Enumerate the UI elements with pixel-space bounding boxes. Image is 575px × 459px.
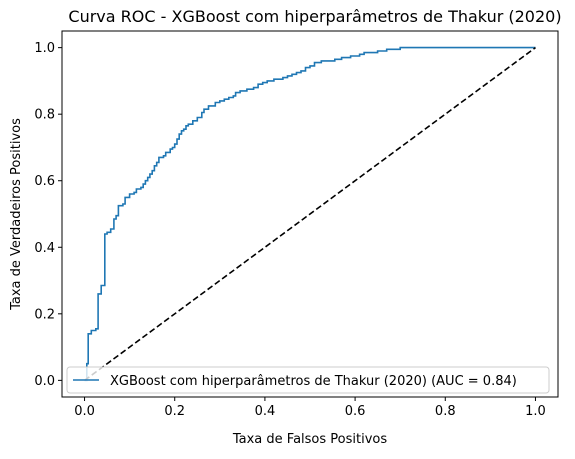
x-tick-label: 0.8 [435, 404, 456, 419]
y-tick-label: 1.0 [34, 41, 55, 56]
x-tick-label: 0.0 [74, 404, 95, 419]
y-tick-label: 0.6 [34, 174, 55, 189]
x-tick-label: 0.6 [345, 404, 366, 419]
y-tick-label: 0.0 [34, 374, 55, 389]
x-tick-label: 0.2 [164, 404, 185, 419]
plot-frame [61, 30, 559, 398]
x-tick-label: 0.4 [255, 404, 276, 419]
chart-title: Curva ROC - XGBoost com hiperparâmetros … [68, 7, 561, 26]
x-axis-label: Taxa de Falsos Positivos [232, 432, 387, 447]
y-axis-ticks: 0.0 0.2 0.4 0.6 0.8 1.0 [34, 41, 62, 389]
legend: XGBoost com hiperparâmetros de Thakur (2… [66, 366, 550, 394]
legend-box [66, 366, 550, 394]
chance-diagonal-line [84, 46, 536, 382]
legend-label: XGBoost com hiperparâmetros de Thakur (2… [110, 374, 517, 389]
y-tick-label: 0.4 [34, 241, 55, 256]
y-tick-label: 0.2 [34, 307, 55, 322]
plot-area [84, 46, 536, 382]
y-tick-label: 0.8 [34, 108, 55, 123]
y-axis-label: Taxa de Verdadeiros Positivos [9, 118, 24, 311]
roc-curve-line [84, 46, 536, 382]
x-axis-ticks: 0.0 0.2 0.4 0.6 0.8 1.0 [74, 397, 546, 419]
x-tick-label: 1.0 [525, 404, 546, 419]
